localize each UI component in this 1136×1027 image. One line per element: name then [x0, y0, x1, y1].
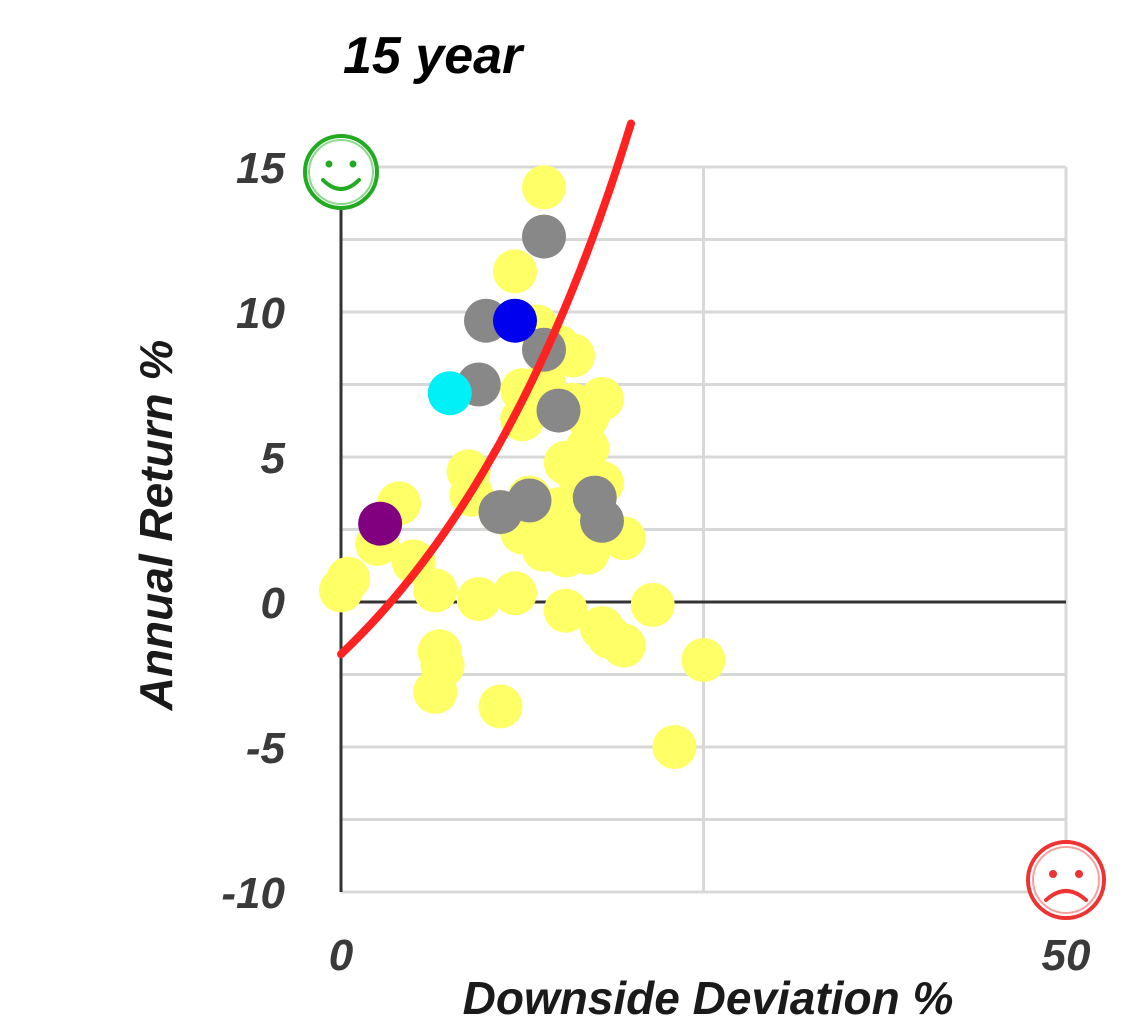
data-point-comparison [478, 490, 523, 535]
data-point-highlight_blue [493, 298, 537, 343]
y-axis-label: Annual Return % [130, 340, 182, 712]
data-point-others [456, 577, 501, 622]
trend-curve-layer [337, 119, 635, 659]
x-tick-label: 0 [329, 931, 354, 980]
chart-title: 15 year [343, 27, 525, 85]
data-point-others [681, 638, 726, 682]
data-points [319, 165, 726, 769]
data-point-others [601, 623, 646, 668]
data-point-highlight_cyan [427, 371, 472, 416]
data-point-others [652, 725, 697, 769]
data-point-others [478, 684, 523, 729]
y-tick-label: 10 [236, 289, 285, 338]
data-point-others [493, 571, 537, 616]
y-tick-label: -10 [221, 869, 285, 918]
y-tick-label: -5 [246, 724, 286, 773]
y-tick-label: 15 [236, 144, 285, 193]
y-tick-label: 0 [261, 579, 286, 628]
data-point-comparison [580, 498, 624, 543]
data-point-comparison [536, 388, 581, 433]
x-tick-label: 50 [1042, 931, 1091, 980]
data-point-others [522, 165, 566, 210]
x-axis-label: Downside Deviation % [463, 972, 954, 1024]
y-tick-label: 5 [261, 434, 286, 483]
data-point-others [630, 582, 675, 627]
smiley-face-icon [303, 134, 379, 210]
data-point-comparison [522, 214, 566, 259]
trend-curve [337, 119, 635, 659]
data-point-others [319, 568, 363, 613]
data-point-others [413, 568, 458, 613]
data-point-highlight_purple [358, 501, 403, 546]
data-point-others [543, 588, 588, 633]
frowny-face-icon [1026, 840, 1106, 920]
data-point-others [413, 669, 458, 714]
data-point-others [493, 249, 537, 294]
